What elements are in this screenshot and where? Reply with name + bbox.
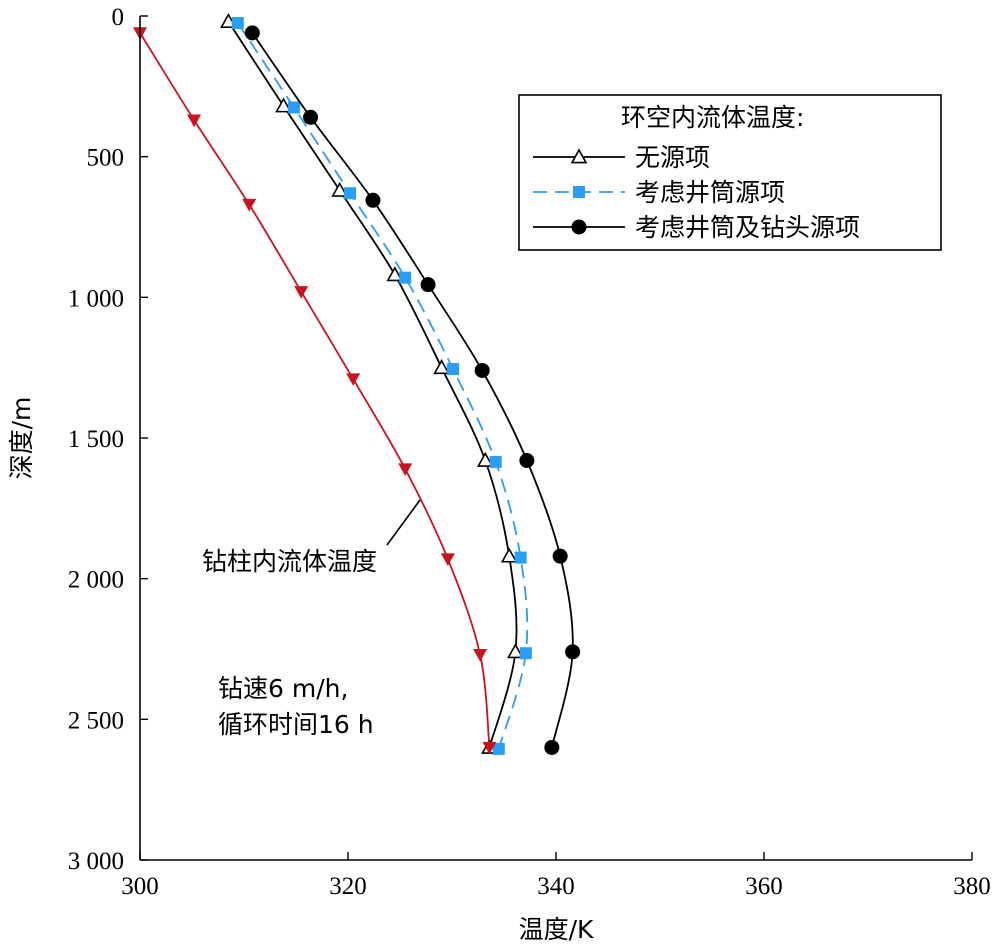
drill-string-leader-line [386,499,421,546]
data-point-0-7 [507,643,524,659]
data-point-1-7 [519,647,532,660]
legend-entry-1: 考虑井筒源项 [533,178,785,207]
data-point-0-4 [433,359,450,375]
data-point-1-2 [344,187,357,200]
data-point-1-6 [514,551,527,564]
legend-label-0: 无源项 [635,143,710,172]
data-point-2-4 [474,362,490,378]
data-point-1-5 [489,455,502,468]
legend-marker-0 [570,148,588,164]
data-point-3-1 [187,114,202,128]
series-3 [133,27,497,755]
data-point-0-3 [386,266,404,282]
y-tick-label-5: 2 500 [68,707,124,734]
y-tick-label-0: 0 [112,4,125,31]
y-tick-label-6: 3 000 [68,848,124,875]
series-2 [244,25,581,755]
x-tick-label-4: 380 [953,873,991,900]
data-point-2-7 [565,644,581,660]
data-point-0-5 [476,451,494,467]
legend-box [518,94,942,251]
series-line-0 [227,21,518,748]
annotations: 钻柱内流体温度 钻速6 m/h, 循环时间16 h [202,499,421,739]
y-axis-title: 深度/m [7,397,36,480]
data-point-2-5 [519,453,535,469]
data-point-0-2 [331,181,349,197]
x-axis-title: 温度/K [519,915,594,944]
series-1 [231,17,532,755]
data-point-3-7 [473,649,488,662]
data-point-3-4 [346,373,361,386]
plot-area [133,12,581,755]
data-point-1-4 [447,363,460,376]
data-point-3-6 [440,553,455,566]
y-tick-label-4: 2 000 [68,567,124,594]
drill-string-label: 钻柱内流体温度 [202,547,377,576]
data-point-0-6 [500,547,518,563]
condition-line1: 钻速6 m/h, [218,674,348,703]
legend-marker-1 [573,186,585,198]
data-point-2-3 [420,277,436,293]
legend-entry-0: 无源项 [533,143,710,172]
legend-entry-2: 考虑井筒及钻头源项 [533,213,860,242]
y-tick-label-1: 500 [87,145,125,172]
data-point-2-8 [544,739,560,755]
series-0 [220,12,524,754]
x-tick-label-0: 300 [121,873,159,900]
legend-label-2: 考虑井筒及钻头源项 [635,213,860,242]
data-point-0-1 [275,97,292,113]
legend-label-1: 考虑井筒源项 [635,178,785,207]
data-point-2-6 [552,548,568,564]
x-tick-label-1: 320 [329,873,367,900]
data-point-3-3 [294,286,309,299]
data-point-3-5 [398,463,413,476]
data-point-1-1 [287,101,300,114]
x-tick-label-2: 340 [537,873,575,900]
legend-title: 环空内流体温度: [621,103,804,132]
data-point-3-2 [242,198,257,212]
data-point-1-3 [399,271,412,284]
data-point-1-8 [492,742,505,755]
data-point-3-8 [482,741,497,755]
data-point-2-1 [303,109,319,125]
data-point-1-0 [231,17,244,30]
series-line-1 [237,22,529,750]
y-tick-label-3: 1 500 [68,426,124,453]
data-point-2-2 [365,192,381,208]
x-tick-label-3: 360 [745,873,783,900]
data-point-2-0 [244,25,260,41]
y-tick-label-2: 1 000 [68,285,124,312]
condition-line2: 循环时间16 h [218,710,374,739]
legend-marker-2 [571,219,587,235]
